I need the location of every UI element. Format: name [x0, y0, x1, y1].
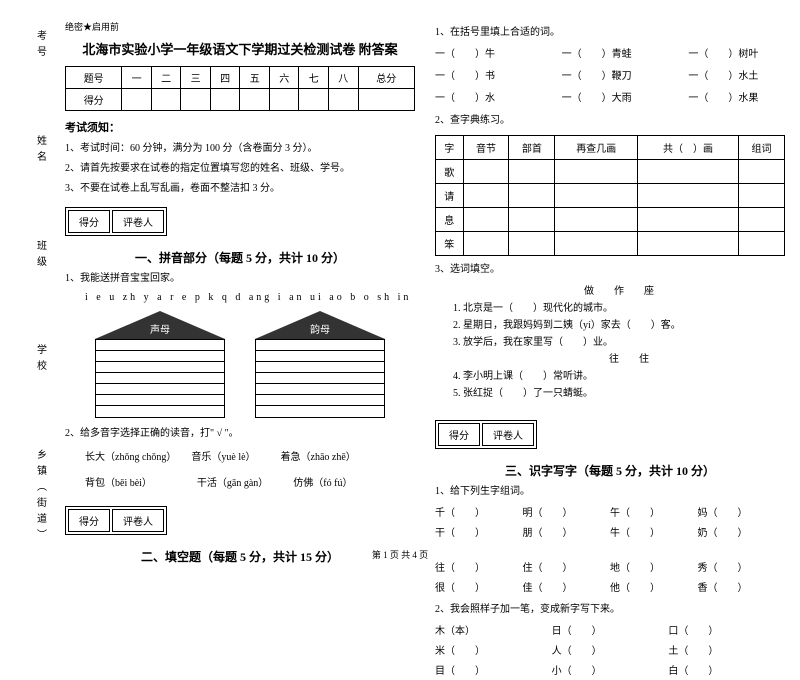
sidebar-label: 学校	[33, 344, 48, 376]
notice-item: 2、请首先按要求在试卷的指定位置填写您的姓名、班级、学号。	[65, 161, 415, 176]
question-1: 1、我能送拼音宝宝回家。	[65, 271, 415, 287]
sub-item: 4. 李小明上课（ ）常听讲。	[453, 368, 785, 385]
fill-row: 一（ ）水一（ ）大雨一（ ）水果	[435, 90, 785, 108]
char-row: 干（ ）朋（ ）牛（ ）奶（ ）	[435, 525, 785, 542]
fill-row: 一（ ）牛一（ ）青蛙一（ ）树叶	[435, 46, 785, 64]
sub-item: 往 住	[453, 351, 785, 368]
section-1-title: 一、拼音部分（每题 5 分，共计 10 分）	[65, 249, 415, 266]
pinyin-options: 背包（bēi bèi） 干活（gān gàn） 仿佛（fó fú）	[85, 474, 415, 494]
notice-item: 3、不要在试卷上乱写乱画，卷面不整洁扣 3 分。	[65, 181, 415, 196]
sub-item: 2. 星期日，我跟妈妈到二姨（yí）家去（ ）客。	[453, 317, 785, 334]
pinyin-letters: i e u zh y a r e p k q d ang i an ui ao …	[85, 292, 415, 303]
score-table: 题号一二三四五六七八总分 得分	[65, 66, 415, 111]
char-row: 千（ ）明（ ）午（ ）妈（ ）	[435, 505, 785, 522]
pinyin-options: 长大（zhǒng chǒng） 音乐（yuè lè） 着急（zhāo zhē）	[85, 448, 415, 468]
notice-heading: 考试须知：	[65, 119, 415, 135]
score-cell: 评卷人	[112, 210, 164, 233]
binding-sidebar: 考号 姓名 班级 学校 乡镇（街道）	[15, 20, 65, 555]
score-cell: 评卷人	[482, 423, 534, 446]
score-box: 得分 评卷人	[65, 506, 167, 535]
house-yunmu: 韵母	[255, 311, 385, 418]
lookup-title: 2、查字典练习。	[435, 113, 785, 129]
left-column: 绝密★启用前 北海市实验小学一年级语文下学期过关检测试卷 附答案 题号一二三四五…	[65, 20, 415, 555]
question-2: 2、给多音字选择正确的读音，打" √ "。	[65, 426, 415, 442]
fill-row: 一（ ）书一（ ）鞭刀一（ ）水土	[435, 68, 785, 86]
stroke-title: 2、我会照样子加一笔，变成新字写下来。	[435, 602, 785, 618]
score-cell: 评卷人	[112, 509, 164, 532]
notice-item: 1、考试时间：60 分钟，满分为 100 分（含卷面分 3 分）。	[65, 141, 415, 156]
score-cell: 得分	[68, 210, 110, 233]
house-shengmu: 声母	[95, 311, 225, 418]
stroke-row: 目（ ）小（ ）白（ ）	[435, 663, 785, 680]
secret-label: 绝密★启用前	[65, 20, 415, 33]
score-cell: 得分	[68, 509, 110, 532]
fill-title: 1、在括号里填上合适的词。	[435, 25, 785, 41]
char-row: 很（ ）佳（ ）他（ ）香（ ）	[435, 580, 785, 597]
char-title: 1、给下列生字组词。	[435, 484, 785, 500]
sidebar-label: 班级	[33, 240, 48, 272]
roof-label: 声母	[140, 321, 180, 336]
right-column: 1、在括号里填上合适的词。 一（ ）牛一（ ）青蛙一（ ）树叶 一（ ）书一（ …	[435, 20, 785, 555]
sidebar-label: 姓名	[33, 135, 48, 167]
stroke-row: 米（ ）人（ ）土（ ）	[435, 643, 785, 660]
sidebar-label: 乡镇（街道）	[33, 449, 48, 545]
score-cell: 得分	[438, 423, 480, 446]
sub-item: 5. 张红捉（ ）了一只蜻蜓。	[453, 385, 785, 402]
lookup-table: 字音节部首再查几画共（ ）画组词 歌请息笨	[435, 135, 785, 256]
word-options: 做 作 座	[453, 283, 785, 300]
sub-item: 1. 北京是一（ ）现代化的城市。	[453, 300, 785, 317]
roof-label: 韵母	[300, 321, 340, 336]
score-box: 得分 评卷人	[435, 420, 537, 449]
house-diagrams: 声母 韵母	[65, 311, 415, 418]
question-3: 3、选词填空。	[435, 262, 785, 278]
exam-title: 北海市实验小学一年级语文下学期过关检测试卷 附答案	[65, 39, 415, 58]
section-3-title: 三、识字写字（每题 5 分，共计 10 分）	[435, 462, 785, 479]
score-box: 得分 评卷人	[65, 207, 167, 236]
sub-item: 3. 放学后，我在家里写（ ）业。	[453, 334, 785, 351]
sidebar-label: 考号	[33, 30, 48, 62]
char-row: 往（ ）住（ ）地（ ）秀（ ）	[435, 560, 785, 577]
page-footer: 第 1 页 共 4 页	[0, 548, 800, 561]
stroke-row: 木（本）日（ ）口（ ）	[435, 623, 785, 640]
